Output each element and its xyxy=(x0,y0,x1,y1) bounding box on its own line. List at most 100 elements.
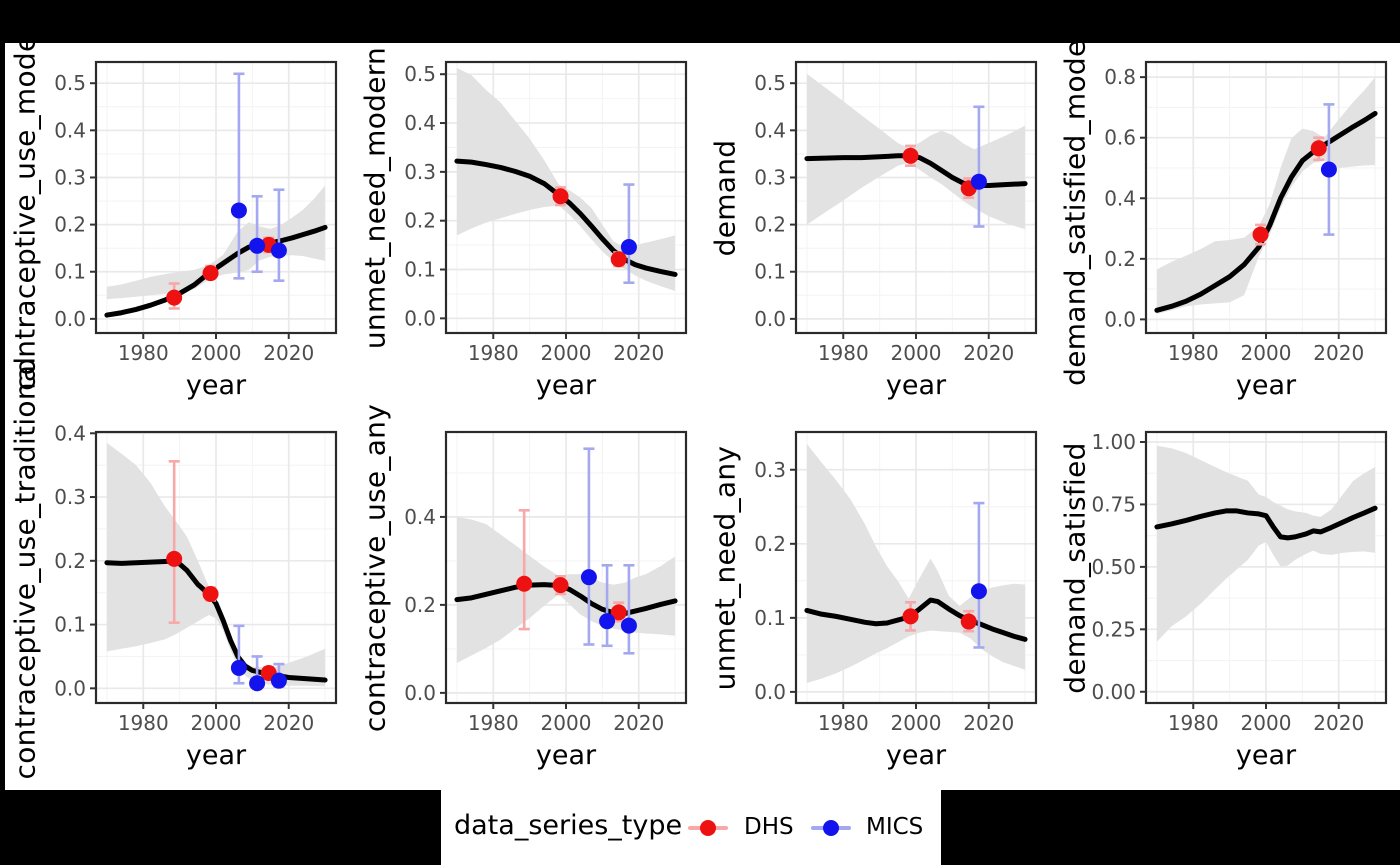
data-point-dhs xyxy=(902,608,919,625)
svg-text:0.8: 0.8 xyxy=(1104,65,1136,89)
svg-text:2000: 2000 xyxy=(191,341,242,365)
svg-text:0.2: 0.2 xyxy=(754,213,786,237)
svg-text:0.3: 0.3 xyxy=(54,485,86,509)
data-point-mics xyxy=(1320,161,1337,178)
svg-text:0.0: 0.0 xyxy=(1104,307,1136,331)
svg-text:0.1: 0.1 xyxy=(754,606,786,630)
axis-ticks xyxy=(790,468,990,709)
svg-text:1980: 1980 xyxy=(468,341,519,365)
y-axis-title-demand: demand xyxy=(708,139,742,256)
x-axis-tick-labels: 1980 2000 2020 xyxy=(468,711,664,735)
data-point-dhs xyxy=(610,251,627,268)
svg-text:1980: 1980 xyxy=(468,711,519,735)
data-point-dhs xyxy=(610,604,627,621)
mics-key-icon xyxy=(811,820,851,836)
svg-text:0.4: 0.4 xyxy=(54,118,86,142)
dhs-point-icon xyxy=(700,820,716,836)
axis-ticks xyxy=(90,82,290,339)
svg-text:0.1: 0.1 xyxy=(754,260,786,284)
svg-text:0.5: 0.5 xyxy=(404,62,436,86)
svg-text:0.25: 0.25 xyxy=(1091,617,1136,641)
y-axis-tick-labels: 0.0 0.2 0.4 xyxy=(404,505,436,705)
data-point-dhs xyxy=(516,575,533,592)
svg-text:0.50: 0.50 xyxy=(1091,555,1136,579)
y-axis-tick-labels: 0.0 0.2 0.4 0.6 0.8 xyxy=(1104,65,1136,331)
svg-text:0.4: 0.4 xyxy=(404,111,436,135)
uncertainty-ribbon xyxy=(1156,77,1376,314)
svg-text:2000: 2000 xyxy=(541,711,592,735)
data-point-mics xyxy=(270,672,287,689)
axis-ticks xyxy=(440,515,640,709)
svg-text:0.5: 0.5 xyxy=(54,71,86,95)
svg-text:0.4: 0.4 xyxy=(404,505,436,529)
trend-line xyxy=(454,158,678,277)
data-point-dhs xyxy=(552,188,569,205)
axis-ticks xyxy=(90,432,290,709)
subplot-contraceptive_use_any: 0.0 0.2 0.4 1980 2000 2020 year xyxy=(404,430,688,771)
error-bar-mics xyxy=(973,501,985,649)
svg-text:1980: 1980 xyxy=(818,711,869,735)
svg-text:0.2: 0.2 xyxy=(404,209,436,233)
svg-text:2020: 2020 xyxy=(963,711,1014,735)
data-point-mics xyxy=(230,202,247,219)
subplot-unmet_need_any: 0.0 0.1 0.2 0.3 1980 2000 2020 year xyxy=(754,430,1038,771)
axis-ticks xyxy=(440,73,640,339)
svg-text:0.0: 0.0 xyxy=(54,676,86,700)
svg-text:0.0: 0.0 xyxy=(754,307,786,331)
svg-text:0.0: 0.0 xyxy=(404,306,436,330)
y-axis-tick-labels: 0.0 0.1 0.2 0.3 0.4 0.5 xyxy=(754,71,786,331)
data-point-mics xyxy=(970,583,987,600)
x-axis-tick-labels: 1980 2000 2020 xyxy=(818,341,1014,365)
svg-text:0.3: 0.3 xyxy=(754,458,786,482)
data-point-dhs xyxy=(1252,226,1269,243)
error-bar-mics xyxy=(233,72,245,280)
svg-text:0.2: 0.2 xyxy=(1104,247,1136,271)
svg-text:0.2: 0.2 xyxy=(754,532,786,556)
svg-text:0.4: 0.4 xyxy=(54,421,86,445)
svg-text:1980: 1980 xyxy=(1168,711,1219,735)
y-axis-title-unmet_need_modern: unmet_need_modern xyxy=(358,46,392,349)
y-axis-tick-labels: 0.0 0.1 0.2 0.3 0.4 0.5 xyxy=(404,62,436,330)
svg-text:2020: 2020 xyxy=(963,341,1014,365)
svg-text:2020: 2020 xyxy=(613,711,664,735)
data-point-mics xyxy=(580,569,597,586)
svg-text:0.1: 0.1 xyxy=(54,613,86,637)
x-axis-tick-labels: 1980 2000 2020 xyxy=(118,711,314,735)
figure-area: 0.0 0.1 0.2 0.3 0.4 0.5 1980 2000 2020 year contra… xyxy=(0,43,1400,790)
svg-text:2020: 2020 xyxy=(263,711,314,735)
error-bar-mics xyxy=(273,188,285,282)
svg-text:0.5: 0.5 xyxy=(754,71,786,95)
error-bar-mics xyxy=(973,105,985,228)
svg-text:2000: 2000 xyxy=(191,711,242,735)
y-axis-tick-labels: 0.0 0.1 0.2 0.3 0.4 0.5 xyxy=(54,71,86,331)
svg-text:2000: 2000 xyxy=(891,711,942,735)
mics-point-icon xyxy=(823,820,839,836)
data-point-mics xyxy=(620,239,637,256)
subplot-grid: 0.0 0.1 0.2 0.3 0.4 0.5 1980 2000 2020 year contra… xyxy=(0,43,1400,790)
left-matte-strip xyxy=(0,43,5,790)
uncertainty-ribbon xyxy=(106,442,326,687)
svg-text:1980: 1980 xyxy=(118,711,169,735)
data-point-dhs xyxy=(166,289,183,306)
dhs-key-icon xyxy=(688,820,728,836)
y-axis-tick-labels: 0.0 0.1 0.2 0.3 xyxy=(754,458,786,704)
svg-text:0.6: 0.6 xyxy=(1104,126,1136,150)
x-axis-tick-labels: 1980 2000 2020 xyxy=(1168,711,1364,735)
axis-ticks xyxy=(1140,76,1340,339)
svg-text:2020: 2020 xyxy=(263,341,314,365)
svg-text:2020: 2020 xyxy=(1313,711,1364,735)
subplot-unmet_need_modern: 0.0 0.1 0.2 0.3 0.4 0.5 1980 2000 2020 year xyxy=(404,60,688,401)
error-bar-mics xyxy=(623,564,635,655)
svg-text:1980: 1980 xyxy=(818,341,869,365)
y-axis-tick-labels: 0.00 0.25 0.50 0.75 1.00 xyxy=(1091,430,1136,704)
svg-text:0.4: 0.4 xyxy=(1104,186,1136,210)
svg-text:2000: 2000 xyxy=(541,341,592,365)
uncertainty-ribbon xyxy=(456,67,676,292)
y-axis-title-unmet_need_any: unmet_need_any xyxy=(708,445,742,690)
x-axis-title: year xyxy=(886,370,947,401)
x-axis-title: year xyxy=(536,370,597,401)
subplot-contraceptive_use_modern: 0.0 0.1 0.2 0.3 0.4 0.5 1980 2000 2020 year xyxy=(54,60,338,401)
x-axis-title: year xyxy=(1236,740,1297,771)
y-axis-tick-labels: 0.0 0.1 0.2 0.3 0.4 xyxy=(54,421,86,700)
x-axis-title: year xyxy=(1236,370,1297,401)
